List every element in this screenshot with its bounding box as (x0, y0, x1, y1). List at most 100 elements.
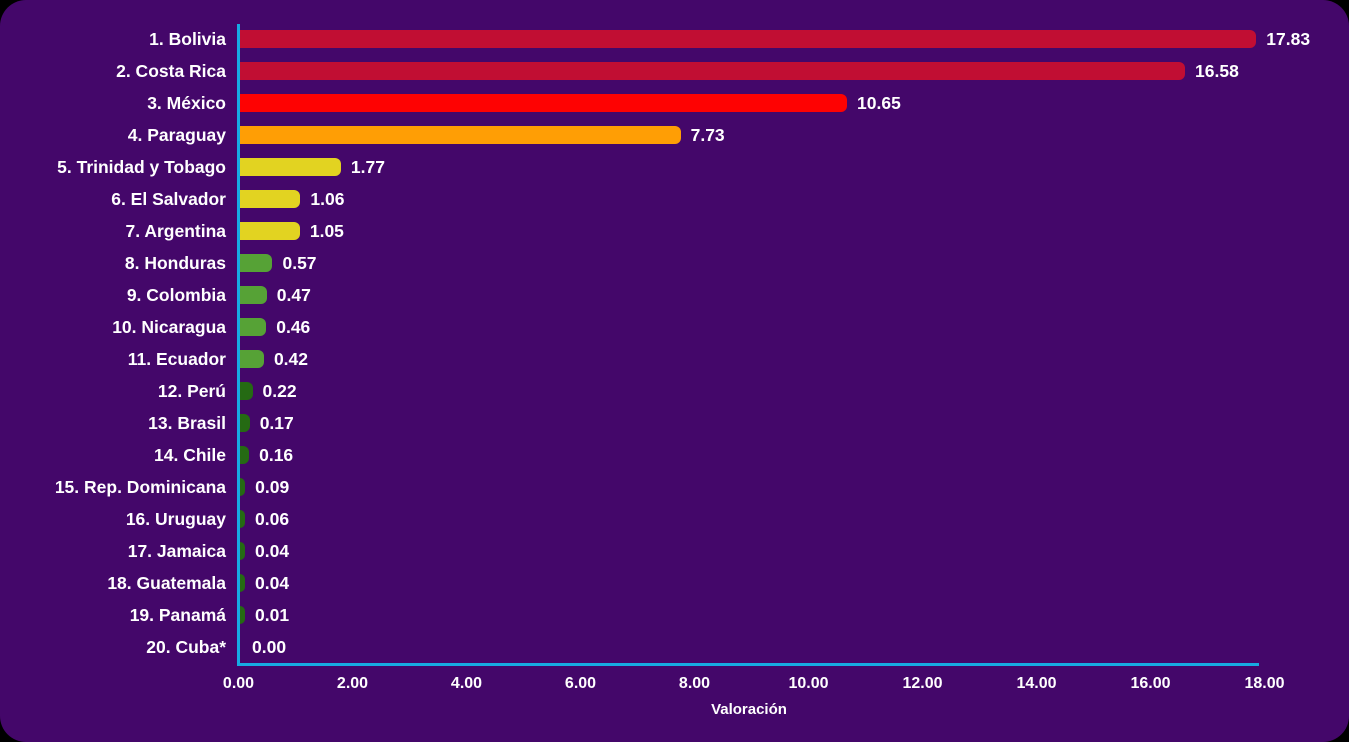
x-tick-label: 8.00 (678, 675, 711, 692)
bar-track: 1.77 (240, 157, 385, 178)
bar (240, 126, 681, 144)
bar-track: 0.16 (240, 445, 293, 466)
bar (240, 254, 273, 272)
bar-track: 0.46 (240, 317, 310, 338)
value-label: 0.00 (252, 636, 287, 657)
chart-row: 14. Chile 0.16 (0, 439, 1349, 471)
bar (240, 94, 848, 112)
bar-track: 0.09 (240, 477, 289, 498)
value-label: 0.04 (255, 540, 290, 561)
chart-row: 16. Uruguay 0.06 (0, 503, 1349, 535)
bar-track: 0.17 (240, 413, 294, 434)
bar (240, 542, 245, 560)
chart-row: 15. Rep. Dominicana 0.09 (0, 471, 1349, 503)
value-label: 0.01 (255, 604, 290, 625)
category-label: 10. Nicaragua (112, 316, 226, 337)
category-label: 1. Bolivia (149, 28, 226, 49)
chart-row: 11. Ecuador 0.42 (0, 343, 1349, 375)
value-label: 16.58 (1195, 60, 1239, 81)
bar-track: 17.83 (240, 29, 1310, 50)
x-tick-label: 18.00 (1244, 675, 1285, 692)
chart-row: 6. El Salvador 1.06 (0, 183, 1349, 215)
bar (240, 510, 245, 528)
value-label: 0.06 (255, 508, 290, 529)
value-label: 0.22 (262, 380, 297, 401)
bar (240, 318, 267, 336)
bar-track: 0.42 (240, 349, 308, 370)
value-label: 0.42 (273, 348, 308, 369)
x-tick-label: 10.00 (788, 675, 829, 692)
y-axis-line (237, 24, 240, 666)
bar-rows: 1. Bolivia 17.83 2. Costa Rica 16.58 3. Méxi… (0, 23, 1349, 663)
bar-track: 0.04 (240, 541, 289, 562)
value-label: 0.04 (255, 572, 290, 593)
bar (240, 158, 341, 176)
chart-row: 19. Panamá 0.01 (0, 599, 1349, 631)
category-label: 18. Guatemala (107, 572, 226, 593)
value-label: 17.83 (1266, 28, 1311, 49)
bar-track: 0.57 (240, 253, 317, 274)
category-label: 19. Panamá (129, 604, 226, 625)
value-label: 0.17 (259, 412, 294, 433)
value-label: 10.65 (857, 92, 901, 113)
bar-track: 0.47 (240, 285, 311, 306)
chart-row: 20. Cuba* 0.00 (0, 631, 1349, 663)
chart-row: 1. Bolivia 17.83 (0, 23, 1349, 55)
bar (240, 414, 250, 432)
chart-row: 10. Nicaragua 0.46 (0, 311, 1349, 343)
x-tick-label: 0.00 (222, 675, 255, 692)
bar-track: 0.22 (240, 381, 297, 402)
chart-row: 3. México 10.65 (0, 87, 1349, 119)
x-axis-line (237, 663, 1259, 666)
value-label: 0.16 (259, 444, 294, 465)
category-label: 11. Ecuador (127, 348, 226, 369)
bar (240, 62, 1186, 80)
x-tick-label: 6.00 (564, 675, 597, 692)
value-label: 0.47 (276, 284, 311, 305)
bar (240, 222, 300, 240)
value-label: 0.57 (282, 252, 317, 273)
bar (240, 606, 245, 624)
value-label: 0.09 (255, 476, 290, 497)
bar-track: 1.05 (240, 221, 344, 242)
category-label: 17. Jamaica (127, 540, 226, 561)
bar-track: 0.01 (240, 605, 289, 626)
bar-track: 1.06 (240, 189, 344, 210)
bar (240, 286, 267, 304)
bar (240, 574, 245, 592)
x-tick-label: 4.00 (450, 675, 483, 692)
value-label: 0.46 (276, 316, 311, 337)
chart-row: 9. Colombia 0.47 (0, 279, 1349, 311)
chart-row: 8. Honduras 0.57 (0, 247, 1349, 279)
category-label: 2. Costa Rica (116, 60, 226, 81)
bar (240, 382, 253, 400)
category-label: 8. Honduras (124, 252, 226, 273)
category-label: 4. Paraguay (127, 124, 226, 145)
category-label: 3. México (147, 92, 226, 113)
category-label: 9. Colombia (126, 284, 226, 305)
x-tick-label: 16.00 (1130, 675, 1171, 692)
chart-row: 18. Guatemala 0.04 (0, 567, 1349, 599)
x-tick-label: 2.00 (336, 675, 369, 692)
x-tick-label: 14.00 (1016, 675, 1057, 692)
chart-row: 7. Argentina 1.05 (0, 215, 1349, 247)
bar (240, 190, 301, 208)
bar-track: 0.00 (240, 637, 286, 658)
bar (240, 446, 250, 464)
bar-track: 7.73 (240, 125, 725, 146)
chart-row: 17. Jamaica 0.04 (0, 535, 1349, 567)
category-label: 15. Rep. Dominicana (54, 476, 226, 497)
category-label: 13. Brasil (148, 412, 226, 433)
bar (240, 478, 246, 496)
chart-row: 5. Trinidad y Tobago 1.77 (0, 151, 1349, 183)
bar-track: 10.65 (240, 93, 901, 114)
value-label: 7.73 (690, 124, 725, 145)
bar (240, 350, 264, 368)
category-label: 20. Cuba* (146, 636, 226, 657)
category-label: 6. El Salvador (111, 188, 226, 209)
chart-row: 2. Costa Rica 16.58 (0, 55, 1349, 87)
bar-track: 0.04 (240, 573, 289, 594)
bar-track: 16.58 (240, 61, 1239, 82)
